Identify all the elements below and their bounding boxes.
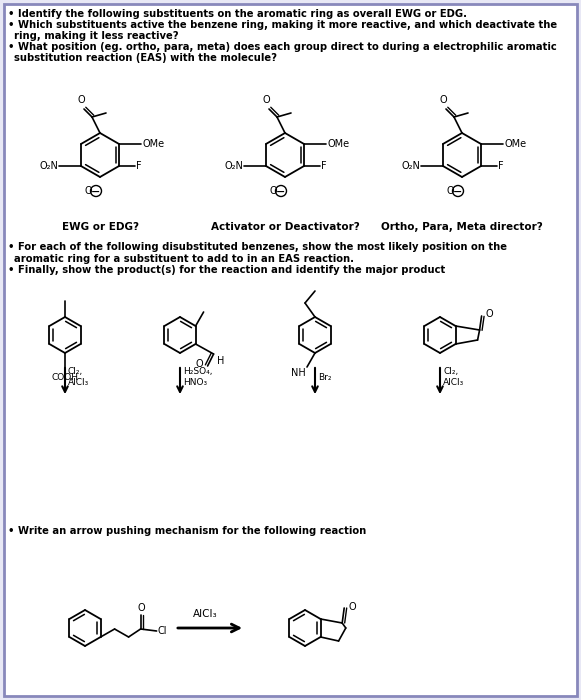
Text: O₂N: O₂N xyxy=(224,161,243,171)
Text: O₂N: O₂N xyxy=(401,161,420,171)
Text: Br₂: Br₂ xyxy=(318,372,332,382)
Text: OMe: OMe xyxy=(327,139,349,149)
Text: O: O xyxy=(77,95,85,105)
Text: aromatic ring for a substituent to add to in an EAS reaction.: aromatic ring for a substituent to add t… xyxy=(14,253,354,263)
Text: Cl₂,
AlCl₃: Cl₂, AlCl₃ xyxy=(68,368,89,386)
Text: O: O xyxy=(269,186,277,196)
Text: Cl₂,
AlCl₃: Cl₂, AlCl₃ xyxy=(443,368,464,386)
Text: F: F xyxy=(136,161,142,171)
Text: F: F xyxy=(321,161,327,171)
Text: F: F xyxy=(498,161,504,171)
Text: OMe: OMe xyxy=(504,139,526,149)
Text: O: O xyxy=(138,603,145,613)
Text: O: O xyxy=(262,95,270,105)
Text: EWG or EDG?: EWG or EDG? xyxy=(62,222,138,232)
Text: −: − xyxy=(453,187,462,197)
Text: Activator or Deactivator?: Activator or Deactivator? xyxy=(211,222,360,232)
Text: • What position (eg. ortho, para, meta) does each group direct to during a elect: • What position (eg. ortho, para, meta) … xyxy=(8,43,557,52)
Text: • Write an arrow pushing mechanism for the following reaction: • Write an arrow pushing mechanism for t… xyxy=(8,526,366,536)
Text: O: O xyxy=(446,186,454,196)
Text: O: O xyxy=(486,309,493,319)
FancyBboxPatch shape xyxy=(4,4,577,696)
Text: O₂N: O₂N xyxy=(39,161,58,171)
Text: O: O xyxy=(348,602,356,612)
Text: substitution reaction (EAS) with the molecule?: substitution reaction (EAS) with the mol… xyxy=(14,53,277,63)
Text: Cl: Cl xyxy=(157,626,167,636)
Text: • Which substituents active the benzene ring, making it more reactive, and which: • Which substituents active the benzene … xyxy=(8,20,557,31)
Text: • Identify the following substituents on the aromatic ring as overall EWG or EDG: • Identify the following substituents on… xyxy=(8,9,467,19)
Text: OMe: OMe xyxy=(142,139,164,149)
Text: COOH: COOH xyxy=(52,373,78,382)
Text: • For each of the following disubstituted benzenes, show the most likely positio: • For each of the following disubstitute… xyxy=(8,242,507,252)
Text: H₂SO₄,
HNO₃: H₂SO₄, HNO₃ xyxy=(183,368,213,386)
Text: −: − xyxy=(91,187,101,197)
Text: • Finally, show the product(s) for the reaction and identify the major product: • Finally, show the product(s) for the r… xyxy=(8,265,445,275)
Text: O: O xyxy=(84,186,92,196)
Text: H: H xyxy=(217,356,224,366)
Text: O: O xyxy=(196,359,203,369)
Text: ring, making it less reactive?: ring, making it less reactive? xyxy=(14,31,178,41)
Text: Ortho, Para, Meta director?: Ortho, Para, Meta director? xyxy=(381,222,543,232)
Text: AlCl₃: AlCl₃ xyxy=(193,609,217,619)
Text: −: − xyxy=(277,187,286,197)
Text: NH: NH xyxy=(291,368,306,378)
Text: O: O xyxy=(439,95,447,105)
